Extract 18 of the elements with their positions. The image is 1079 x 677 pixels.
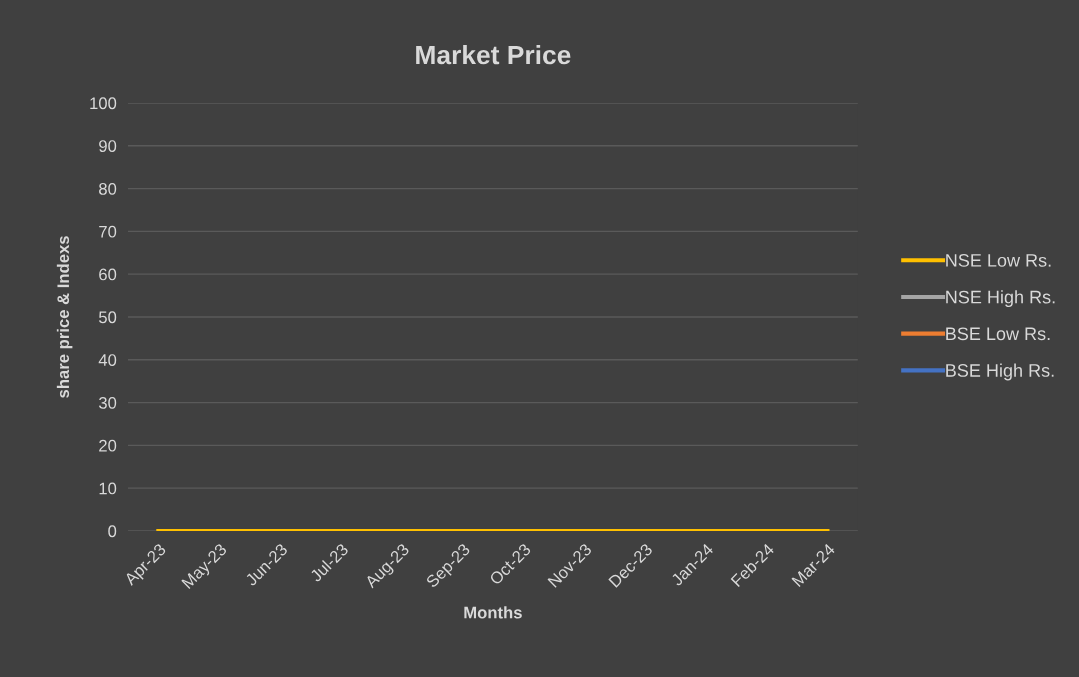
- y-tick-label: 80: [99, 182, 117, 195]
- y-tick-label: 50: [98, 311, 117, 324]
- y-tick-label: 100: [90, 97, 117, 110]
- legend-label: NSE High Rs.: [946, 290, 1055, 308]
- y-tick-label: 10: [99, 482, 117, 495]
- y-tick-label: 70: [99, 225, 117, 238]
- legend-label: NSE Low Rs.: [946, 253, 1051, 267]
- y-tick-label: 0: [108, 525, 117, 538]
- y-tick-label: 60: [99, 268, 117, 281]
- y-axis-title: share price & Indexs: [56, 236, 73, 398]
- x-axis-title: Months: [464, 606, 522, 619]
- y-tick-label: 40: [98, 354, 117, 366]
- legend-label: BSE High Rs.: [946, 363, 1054, 381]
- y-tick-label: 30: [98, 396, 117, 409]
- chart-title: Market Price: [416, 44, 571, 65]
- legend-label: BSE Low Rs.: [946, 327, 1050, 341]
- y-tick-label: 20: [99, 439, 117, 452]
- y-tick-label: 90: [99, 140, 117, 152]
